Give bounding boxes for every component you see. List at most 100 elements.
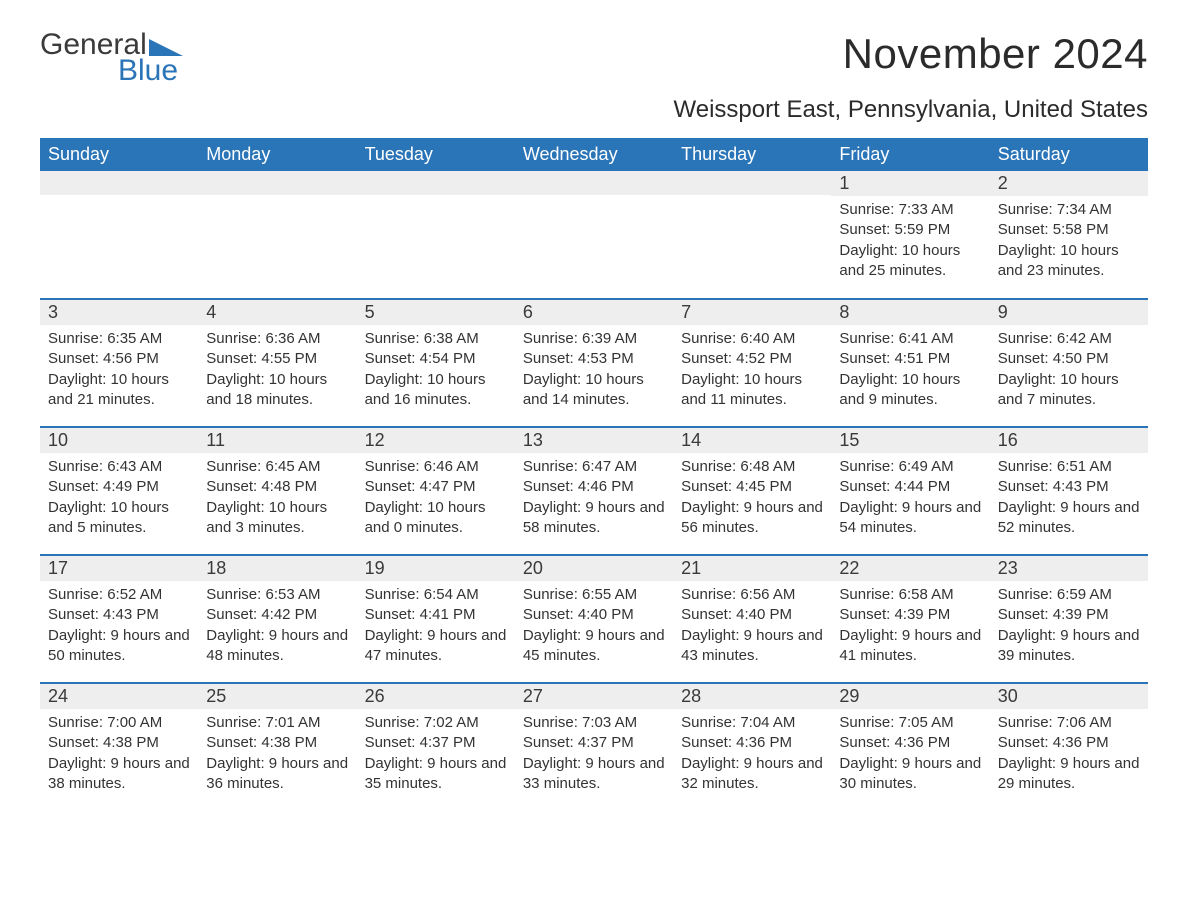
day-details: Sunrise: 6:42 AMSunset: 4:50 PMDaylight:… bbox=[990, 325, 1148, 418]
daylight-line: Daylight: 9 hours and 30 minutes. bbox=[839, 754, 981, 795]
day-number: 3 bbox=[40, 300, 198, 325]
calendar-day: 19Sunrise: 6:54 AMSunset: 4:41 PMDayligh… bbox=[357, 555, 515, 683]
day-number: 24 bbox=[40, 684, 198, 709]
calendar-week: 1Sunrise: 7:33 AMSunset: 5:59 PMDaylight… bbox=[40, 171, 1148, 299]
calendar-day: 10Sunrise: 6:43 AMSunset: 4:49 PMDayligh… bbox=[40, 427, 198, 555]
day-number: 15 bbox=[831, 428, 989, 453]
day-details: Sunrise: 7:01 AMSunset: 4:38 PMDaylight:… bbox=[198, 709, 356, 802]
day-details: Sunrise: 6:58 AMSunset: 4:39 PMDaylight:… bbox=[831, 581, 989, 674]
daylight-line: Daylight: 10 hours and 5 minutes. bbox=[48, 498, 190, 539]
sunset-line: Sunset: 4:38 PM bbox=[206, 733, 348, 753]
daylight-line: Daylight: 9 hours and 50 minutes. bbox=[48, 626, 190, 667]
day-details: Sunrise: 6:45 AMSunset: 4:48 PMDaylight:… bbox=[198, 453, 356, 546]
sunrise-line: Sunrise: 7:05 AM bbox=[839, 713, 981, 733]
day-details: Sunrise: 7:06 AMSunset: 4:36 PMDaylight:… bbox=[990, 709, 1148, 802]
calendar-day: 30Sunrise: 7:06 AMSunset: 4:36 PMDayligh… bbox=[990, 683, 1148, 811]
day-number: 7 bbox=[673, 300, 831, 325]
sunrise-line: Sunrise: 6:41 AM bbox=[839, 329, 981, 349]
sunset-line: Sunset: 4:56 PM bbox=[48, 349, 190, 369]
sunset-line: Sunset: 4:41 PM bbox=[365, 605, 507, 625]
weekday-header: Thursday bbox=[673, 138, 831, 171]
day-details: Sunrise: 6:55 AMSunset: 4:40 PMDaylight:… bbox=[515, 581, 673, 674]
calendar-table: SundayMondayTuesdayWednesdayThursdayFrid… bbox=[40, 138, 1148, 811]
daylight-line: Daylight: 9 hours and 35 minutes. bbox=[365, 754, 507, 795]
daylight-line: Daylight: 9 hours and 29 minutes. bbox=[998, 754, 1140, 795]
daylight-line: Daylight: 10 hours and 16 minutes. bbox=[365, 370, 507, 411]
calendar-day: 23Sunrise: 6:59 AMSunset: 4:39 PMDayligh… bbox=[990, 555, 1148, 683]
calendar-week: 24Sunrise: 7:00 AMSunset: 4:38 PMDayligh… bbox=[40, 683, 1148, 811]
daylight-line: Daylight: 9 hours and 52 minutes. bbox=[998, 498, 1140, 539]
calendar-day: 5Sunrise: 6:38 AMSunset: 4:54 PMDaylight… bbox=[357, 299, 515, 427]
sunrise-line: Sunrise: 7:04 AM bbox=[681, 713, 823, 733]
day-details: Sunrise: 6:39 AMSunset: 4:53 PMDaylight:… bbox=[515, 325, 673, 418]
calendar-day: 18 Sunrise: 6:53 AMSunset: 4:42 PMDayligh… bbox=[198, 555, 356, 683]
sunset-line: Sunset: 4:38 PM bbox=[48, 733, 190, 753]
day-details: Sunrise: 6:54 AMSunset: 4:41 PMDaylight:… bbox=[357, 581, 515, 674]
calendar-day-empty bbox=[198, 171, 356, 299]
daylight-line: Daylight: 10 hours and 0 minutes. bbox=[365, 498, 507, 539]
calendar-day: 2Sunrise: 7:34 AMSunset: 5:58 PMDaylight… bbox=[990, 171, 1148, 299]
daylight-line: Daylight: 9 hours and 58 minutes. bbox=[523, 498, 665, 539]
sunset-line: Sunset: 4:40 PM bbox=[681, 605, 823, 625]
day-number: 9 bbox=[990, 300, 1148, 325]
day-number: 25 bbox=[198, 684, 356, 709]
day-number: 23 bbox=[990, 556, 1148, 581]
sunrise-line: Sunrise: 6:43 AM bbox=[48, 457, 190, 477]
day-number: 1 bbox=[831, 171, 989, 196]
day-details: Sunrise: 7:00 AMSunset: 4:38 PMDaylight:… bbox=[40, 709, 198, 802]
day-details: Sunrise: 6:59 AMSunset: 4:39 PMDaylight:… bbox=[990, 581, 1148, 674]
day-number: 22 bbox=[831, 556, 989, 581]
daylight-line: Daylight: 9 hours and 41 minutes. bbox=[839, 626, 981, 667]
sunrise-line: Sunrise: 6:49 AM bbox=[839, 457, 981, 477]
day-details: Sunrise: 6:51 AMSunset: 4:43 PMDaylight:… bbox=[990, 453, 1148, 546]
day-number: 14 bbox=[673, 428, 831, 453]
day-details: Sunrise: 7:04 AMSunset: 4:36 PMDaylight:… bbox=[673, 709, 831, 802]
sunset-line: Sunset: 4:55 PM bbox=[206, 349, 348, 369]
calendar-day: 11Sunrise: 6:45 AMSunset: 4:48 PMDayligh… bbox=[198, 427, 356, 555]
daylight-line: Daylight: 9 hours and 32 minutes. bbox=[681, 754, 823, 795]
sunrise-line: Sunrise: 6:42 AM bbox=[998, 329, 1140, 349]
sunset-line: Sunset: 4:40 PM bbox=[523, 605, 665, 625]
sunset-line: Sunset: 4:44 PM bbox=[839, 477, 981, 497]
day-number: 6 bbox=[515, 300, 673, 325]
calendar-day: 1Sunrise: 7:33 AMSunset: 5:59 PMDaylight… bbox=[831, 171, 989, 299]
day-number: 18 bbox=[198, 556, 356, 581]
daylight-line: Daylight: 10 hours and 11 minutes. bbox=[681, 370, 823, 411]
daylight-line: Daylight: 9 hours and 36 minutes. bbox=[206, 754, 348, 795]
sunset-line: Sunset: 4:53 PM bbox=[523, 349, 665, 369]
title-block: November 2024 Weissport East, Pennsylvan… bbox=[674, 30, 1148, 134]
sunrise-line: Sunrise: 6:46 AM bbox=[365, 457, 507, 477]
day-details: Sunrise: 6:49 AMSunset: 4:44 PMDaylight:… bbox=[831, 453, 989, 546]
sunset-line: Sunset: 4:36 PM bbox=[998, 733, 1140, 753]
daylight-line: Daylight: 9 hours and 48 minutes. bbox=[206, 626, 348, 667]
weekday-header: Wednesday bbox=[515, 138, 673, 171]
sunset-line: Sunset: 4:47 PM bbox=[365, 477, 507, 497]
daylight-line: Daylight: 10 hours and 18 minutes. bbox=[206, 370, 348, 411]
calendar-day: 3Sunrise: 6:35 AMSunset: 4:56 PMDaylight… bbox=[40, 299, 198, 427]
calendar-week: 10Sunrise: 6:43 AMSunset: 4:49 PMDayligh… bbox=[40, 427, 1148, 555]
calendar-day: 26Sunrise: 7:02 AMSunset: 4:37 PMDayligh… bbox=[357, 683, 515, 811]
sunrise-line: Sunrise: 6:56 AM bbox=[681, 585, 823, 605]
sunset-line: Sunset: 4:42 PM bbox=[206, 605, 348, 625]
sunrise-line: Sunrise: 6:48 AM bbox=[681, 457, 823, 477]
sunrise-line: Sunrise: 7:33 AM bbox=[839, 200, 981, 220]
weekday-header: Friday bbox=[831, 138, 989, 171]
daylight-line: Daylight: 9 hours and 39 minutes. bbox=[998, 626, 1140, 667]
calendar-day: 21Sunrise: 6:56 AMSunset: 4:40 PMDayligh… bbox=[673, 555, 831, 683]
sunset-line: Sunset: 4:36 PM bbox=[839, 733, 981, 753]
sunrise-line: Sunrise: 6:35 AM bbox=[48, 329, 190, 349]
day-details: Sunrise: 6:36 AMSunset: 4:55 PMDaylight:… bbox=[198, 325, 356, 418]
sunset-line: Sunset: 4:39 PM bbox=[839, 605, 981, 625]
sunset-line: Sunset: 4:54 PM bbox=[365, 349, 507, 369]
daylight-line: Daylight: 9 hours and 33 minutes. bbox=[523, 754, 665, 795]
calendar-day: 6Sunrise: 6:39 AMSunset: 4:53 PMDaylight… bbox=[515, 299, 673, 427]
day-number: 17 bbox=[40, 556, 198, 581]
sunrise-line: Sunrise: 6:53 AM bbox=[206, 585, 348, 605]
daylight-line: Daylight: 9 hours and 56 minutes. bbox=[681, 498, 823, 539]
sunset-line: Sunset: 4:37 PM bbox=[365, 733, 507, 753]
calendar-body: 1Sunrise: 7:33 AMSunset: 5:59 PMDaylight… bbox=[40, 171, 1148, 811]
weekday-header: Saturday bbox=[990, 138, 1148, 171]
sunrise-line: Sunrise: 6:55 AM bbox=[523, 585, 665, 605]
daylight-line: Daylight: 9 hours and 38 minutes. bbox=[48, 754, 190, 795]
sunset-line: Sunset: 4:49 PM bbox=[48, 477, 190, 497]
